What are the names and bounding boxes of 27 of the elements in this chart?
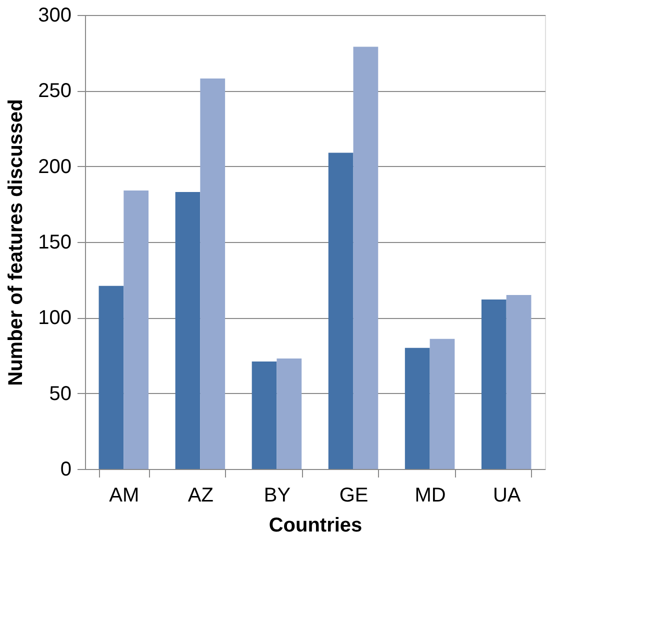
- bar: [124, 190, 149, 469]
- y-tick-label: 150: [38, 232, 72, 254]
- bar: [506, 294, 532, 469]
- y-tick-label: 0: [60, 458, 72, 480]
- bar: [98, 286, 124, 469]
- bar: [328, 152, 354, 469]
- y-tick-label: 50: [49, 382, 72, 405]
- bar: [200, 78, 226, 469]
- bar: [404, 348, 430, 469]
- bar: [276, 358, 302, 469]
- x-tick-label: MD: [414, 484, 446, 506]
- x-axis-title: Countries: [268, 514, 362, 536]
- x-tick-label: GE: [339, 484, 368, 506]
- x-tick-label: BY: [264, 484, 291, 506]
- bar: [353, 46, 378, 469]
- y-tick-label: 100: [38, 307, 72, 330]
- y-axis-title: Number of features discussed: [5, 99, 28, 386]
- y-tick-label: 300: [38, 4, 72, 26]
- y-tick-label: 250: [38, 80, 72, 102]
- bar: [252, 362, 277, 469]
- y-tick-label: 200: [38, 156, 72, 178]
- x-tick-label: AZ: [188, 484, 214, 506]
- x-tick-label: UA: [492, 484, 522, 506]
- bar: [430, 338, 455, 469]
- x-tick-label: AM: [109, 484, 140, 506]
- bar: [481, 300, 506, 469]
- bar: [175, 192, 200, 469]
